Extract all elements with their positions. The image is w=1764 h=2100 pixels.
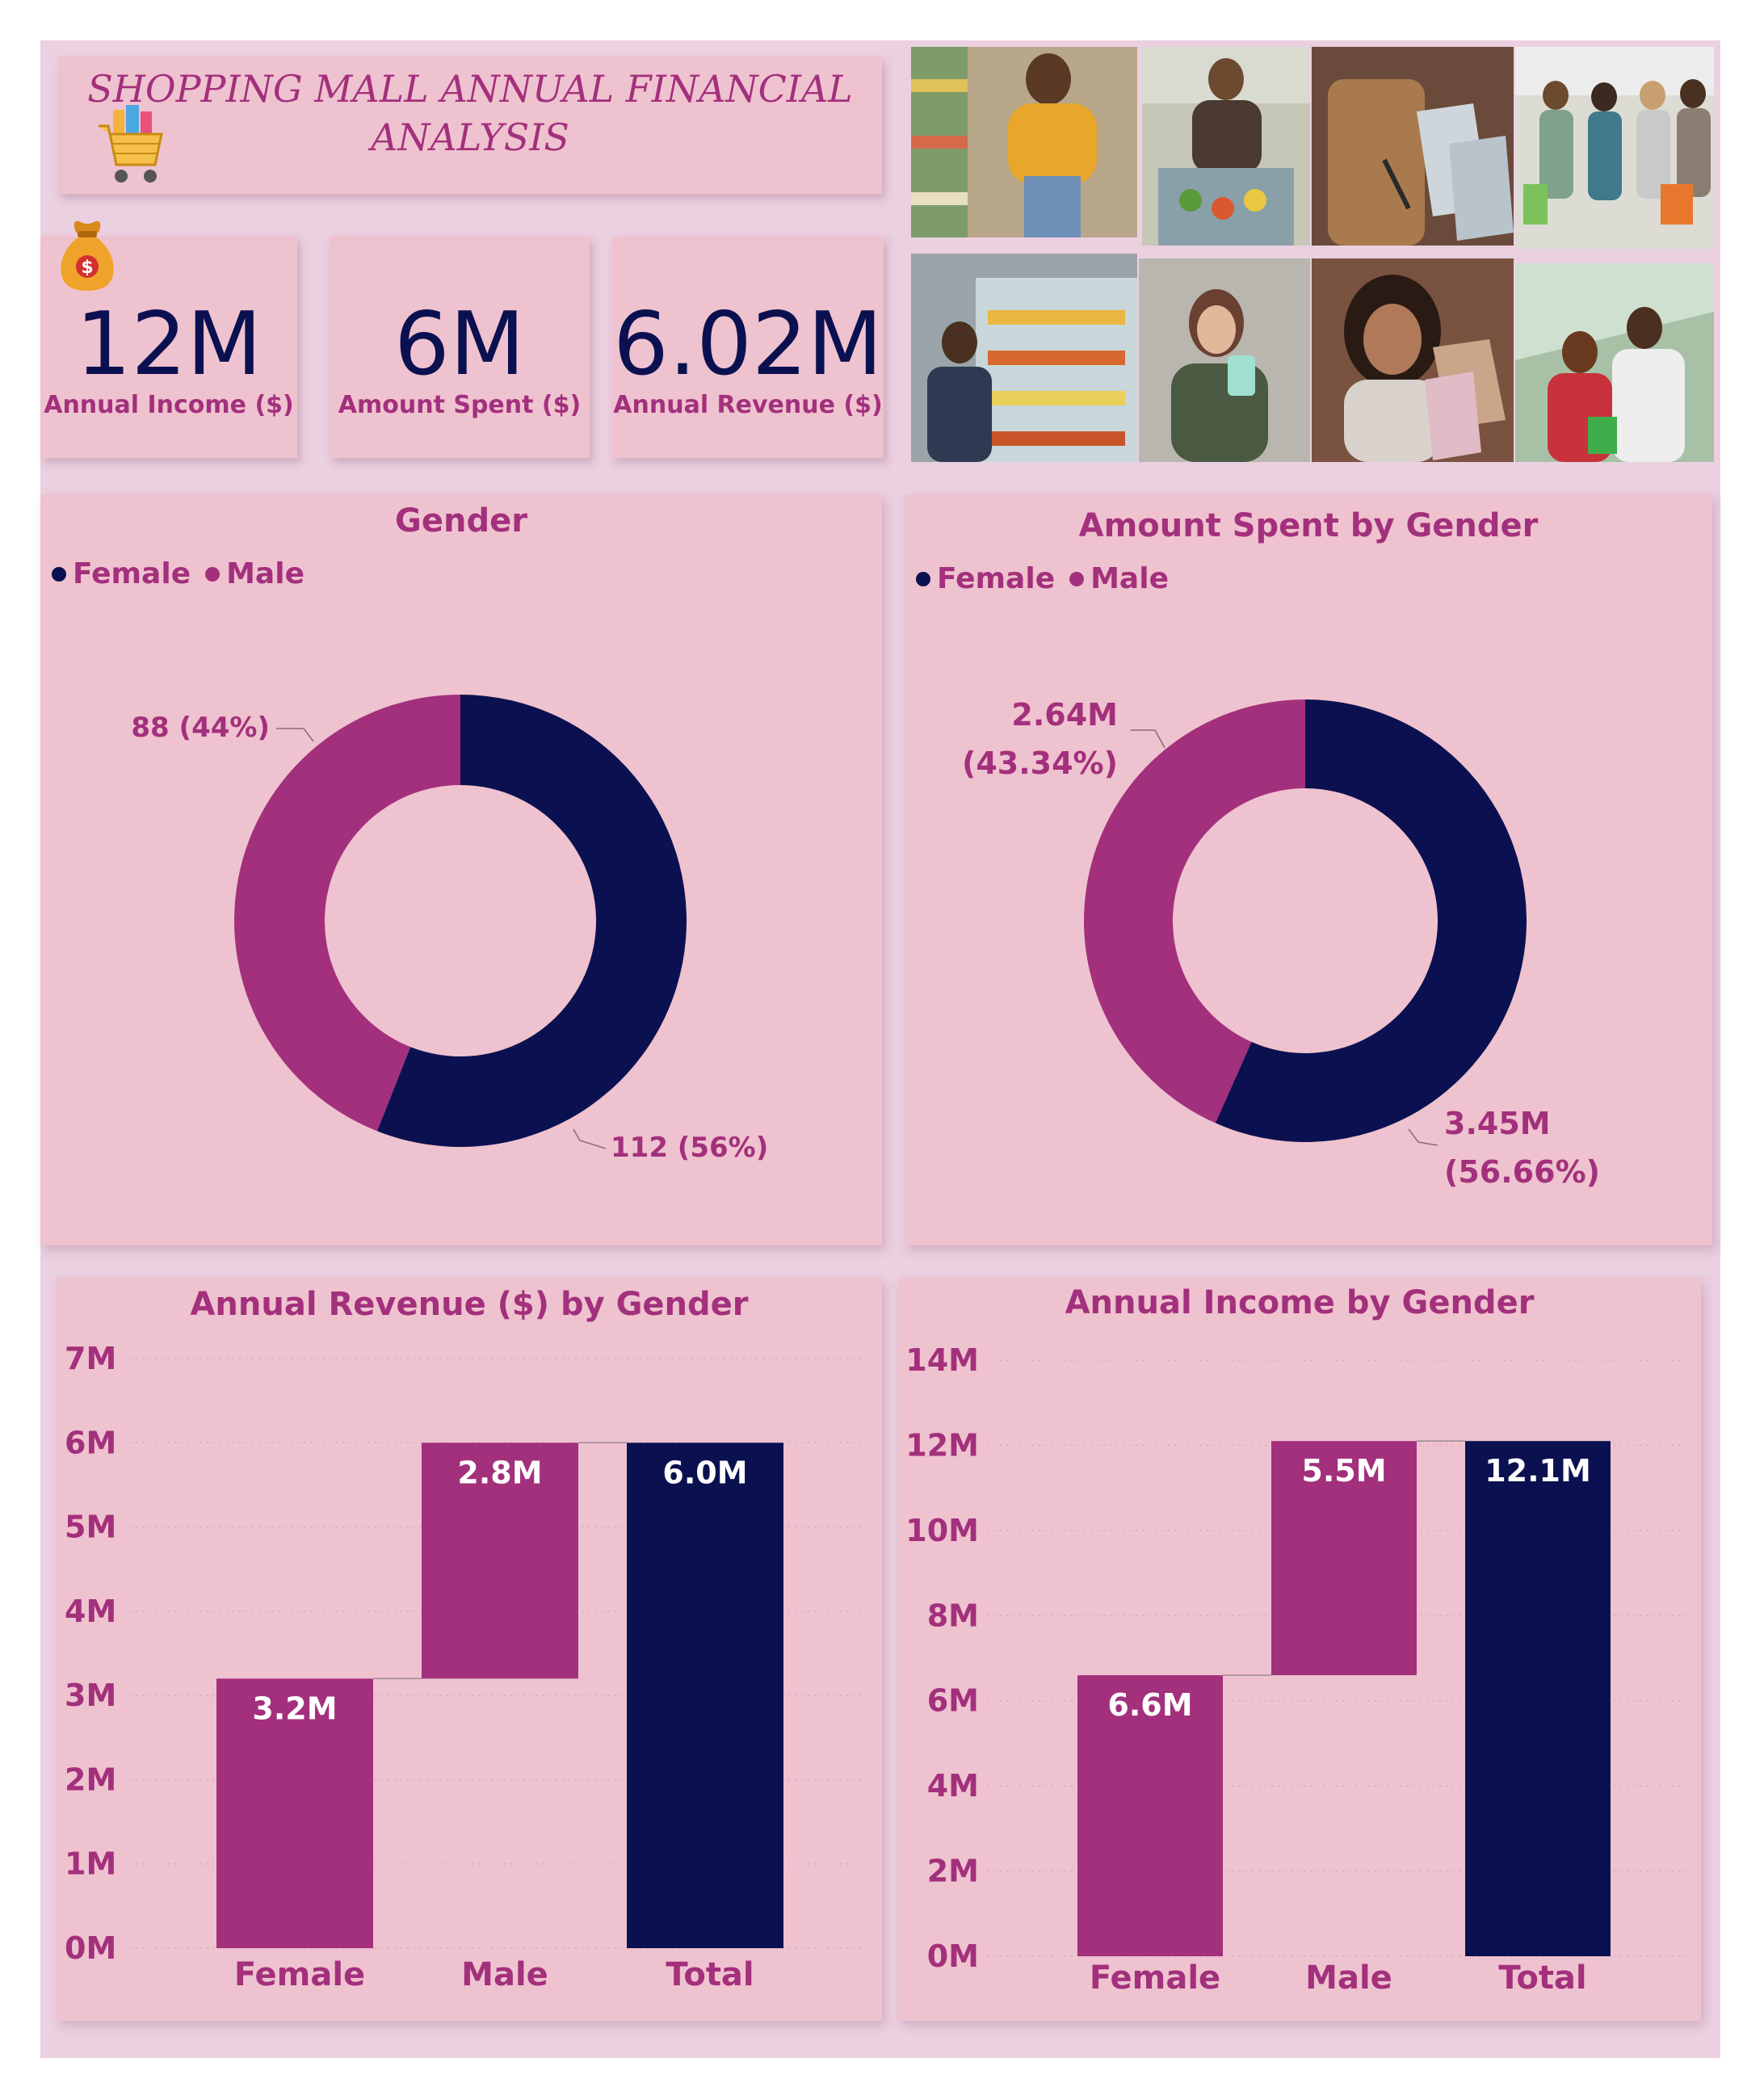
- legend-item-male[interactable]: Male: [205, 557, 304, 590]
- photo-shopper-aisle: [911, 47, 1137, 237]
- y-tick-label: 2M: [65, 1762, 116, 1797]
- data-label-female: 3.2M: [252, 1690, 337, 1726]
- annual-revenue-chart-panel: Annual Revenue ($) by Gender 0M 1M 2M 3M 4M 5…: [57, 1278, 882, 2021]
- legend-amount-spent: Female Male: [916, 562, 1169, 595]
- kpi-label-annual-revenue: Annual Revenue ($): [613, 391, 883, 419]
- annual-income-waterfall-chart: 0M 2M 4M 6M 8M 10M 12M 14M 6.6M Female 5.5M Male 12.…: [905, 1342, 1690, 1997]
- kpi-value-annual-income: 12M: [75, 294, 262, 395]
- y-tick-label: 6M: [927, 1683, 979, 1719]
- annual-income-chart-panel: Annual Income by Gender 0M 2M 4M 6M 8M 10M 12M…: [898, 1278, 1701, 2021]
- donut-slice-male[interactable]: [1084, 699, 1305, 1124]
- title-panel: SHOPPING MALL ANNUAL FINANCIAL ANALYSIS: [58, 57, 882, 194]
- gender-donut-chart: 112 (56%) 88 (44%): [131, 695, 768, 1164]
- data-label-male: 5.5M: [1301, 1453, 1386, 1489]
- legend-dot-male: [205, 566, 220, 582]
- data-label-male: 2.8M: [457, 1455, 542, 1490]
- x-tick-label-total: Total: [1498, 1959, 1586, 1997]
- legend-label-female: Female: [937, 562, 1056, 595]
- y-tick-label: 6M: [65, 1425, 116, 1460]
- page-title-line-2: ANALYSIS: [371, 116, 569, 159]
- gender-chart-panel: Gender Female Male 112 (56%) 88 (44%): [40, 494, 882, 1245]
- y-tick-label: 2M: [927, 1854, 979, 1889]
- donut-slice-male[interactable]: [234, 695, 460, 1132]
- photo-smiling-woman-bags: [1312, 258, 1514, 462]
- y-tick-label: 12M: [905, 1427, 979, 1463]
- data-label-total: 12.1M: [1485, 1453, 1591, 1489]
- legend-dot-female: [916, 571, 930, 586]
- chart-title-amount-spent: Amount Spent by Gender: [1078, 507, 1539, 544]
- data-label-total: 6.0M: [662, 1455, 747, 1490]
- data-label-female: 3.45M (56.66%): [1444, 1106, 1600, 1190]
- kpi-card-amount-spent: 6M Amount Spent ($): [330, 236, 590, 458]
- x-tick-label-female: Female: [1090, 1959, 1220, 1997]
- kpi-label-amount-spent: Amount Spent ($): [338, 391, 582, 419]
- svg-text:$: $: [81, 258, 93, 278]
- x-tick-label-female: Female: [234, 1956, 365, 1993]
- x-tick-label-total: Total: [666, 1956, 754, 1993]
- legend-label-male: Male: [1090, 562, 1169, 595]
- y-tick-label: 0M: [927, 1938, 979, 1974]
- legend-label-female: Female: [73, 557, 191, 590]
- y-tick-label: 14M: [905, 1342, 979, 1378]
- y-tick-label: 5M: [65, 1510, 116, 1545]
- y-tick-label: 4M: [927, 1768, 979, 1804]
- legend-item-male[interactable]: Male: [1069, 562, 1169, 595]
- waterfall-bar-female[interactable]: [216, 1678, 373, 1948]
- page-title-line-1: SHOPPING MALL ANNUAL FINANCIAL: [87, 67, 853, 111]
- y-tick-label: 1M: [65, 1846, 116, 1882]
- legend-item-female[interactable]: Female: [916, 562, 1055, 595]
- kpi-value-annual-revenue: 6.02M: [613, 294, 883, 395]
- leader-line-male: [276, 728, 314, 742]
- legend-dot-female: [52, 566, 66, 582]
- kpi-label-annual-income: Annual Income ($): [44, 391, 294, 419]
- data-label-female: 112 (56%): [611, 1132, 768, 1164]
- chart-title-gender: Gender: [395, 502, 527, 540]
- kpi-card-annual-income: $ 12M Annual Income ($): [40, 220, 297, 458]
- y-tick-label: 10M: [905, 1513, 979, 1548]
- y-tick-label: 8M: [927, 1598, 979, 1633]
- waterfall-bar-male[interactable]: [422, 1443, 578, 1679]
- y-tick-label: 7M: [65, 1341, 116, 1376]
- photo-freezer-aisle: [911, 254, 1137, 462]
- amount-spent-chart-panel: Amount Spent by Gender Female Male 3.45M…: [905, 494, 1712, 1245]
- chart-title-annual-income: Annual Income by Gender: [1065, 1284, 1535, 1321]
- photo-shopper-cart: [1142, 47, 1310, 246]
- kpi-value-amount-spent: 6M: [394, 294, 525, 395]
- waterfall-bar-female[interactable]: [1077, 1675, 1223, 1956]
- legend-item-female[interactable]: Female: [52, 557, 191, 590]
- shopping-cart-icon: [99, 105, 163, 183]
- y-tick-label: 0M: [65, 1930, 116, 1966]
- waterfall-bar-male[interactable]: [1271, 1441, 1417, 1676]
- x-tick-label-male: Male: [461, 1956, 548, 1993]
- kpi-card-annual-revenue: 6.02M Annual Revenue ($): [612, 236, 884, 458]
- chart-title-annual-revenue: Annual Revenue ($) by Gender: [190, 1286, 749, 1323]
- photo-woman-product: [1139, 258, 1310, 462]
- data-label-male: 88 (44%): [131, 712, 270, 744]
- legend-gender: Female Male: [52, 557, 304, 590]
- photo-collage: [911, 47, 1714, 462]
- donut-slice-female[interactable]: [376, 695, 687, 1147]
- leader-line-female: [1408, 1128, 1438, 1146]
- amount-spent-donut-chart: 3.45M (56.66%) 2.64M (43.34%): [962, 697, 1600, 1190]
- data-label-male: 2.64M (43.34%): [962, 697, 1118, 781]
- photo-friends-walking: [1515, 47, 1714, 249]
- page-title: SHOPPING MALL ANNUAL FINANCIAL ANALYSIS: [58, 57, 882, 162]
- waterfall-bar-total[interactable]: [1465, 1441, 1611, 1956]
- annual-revenue-waterfall-chart: 0M 1M 2M 3M 4M 5M 6M 7M 3.2M Female 2.8M Male 6.0M To…: [65, 1341, 864, 1993]
- x-tick-label-male: Male: [1305, 1959, 1392, 1997]
- legend-label-male: Male: [226, 557, 304, 590]
- donut-slice-female[interactable]: [1215, 699, 1527, 1142]
- photo-shopping-bags: [1312, 47, 1514, 246]
- y-tick-label: 3M: [65, 1678, 116, 1713]
- leader-line-male: [1131, 729, 1166, 749]
- data-label-female: 6.6M: [1107, 1687, 1192, 1723]
- waterfall-bar-total[interactable]: [627, 1443, 783, 1948]
- money-bag-icon: $: [61, 220, 114, 291]
- y-tick-label: 4M: [65, 1594, 116, 1629]
- photo-couple-shopping: [1515, 263, 1714, 462]
- legend-dot-male: [1069, 571, 1085, 586]
- leader-line-female: [573, 1128, 607, 1149]
